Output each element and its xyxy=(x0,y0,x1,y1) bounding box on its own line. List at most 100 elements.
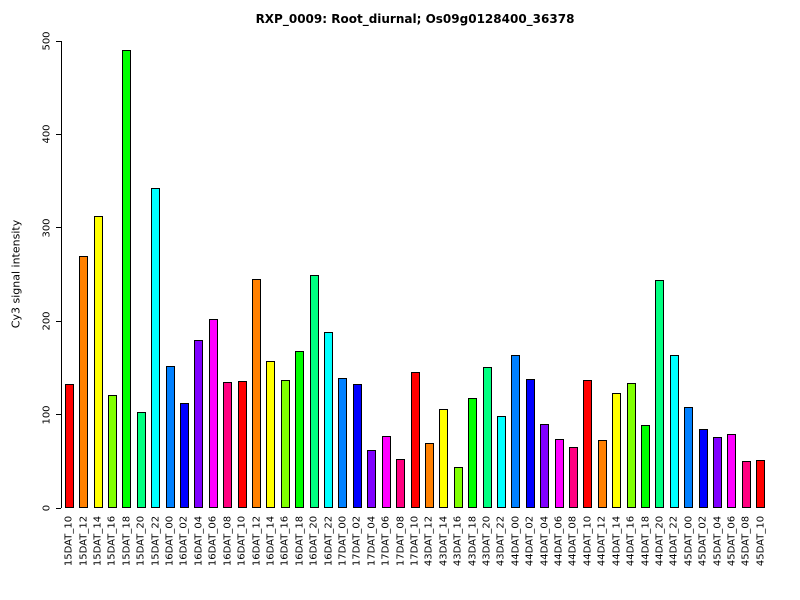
bar xyxy=(496,416,506,508)
x-tick-label: 44DAT_06 xyxy=(553,515,565,567)
bar xyxy=(641,425,651,508)
x-tick-label: 44DAT_14 xyxy=(611,515,623,567)
x-tick-label: 17DAT_08 xyxy=(395,515,407,567)
y-tick xyxy=(56,40,61,42)
x-tick-label: 43DAT_12 xyxy=(423,515,435,567)
bar xyxy=(583,380,593,508)
bar xyxy=(439,409,449,508)
x-tick-label: 44DAT_08 xyxy=(567,515,579,567)
bar xyxy=(511,355,521,508)
x-tick-label: 17DAT_04 xyxy=(366,515,378,567)
bar xyxy=(107,395,117,508)
x-tick-label: 45DAT_04 xyxy=(712,515,724,567)
x-tick-label: 16DAT_20 xyxy=(308,515,320,567)
x-tick-label: 16DAT_02 xyxy=(178,515,190,567)
x-tick-label: 15DAT_12 xyxy=(78,515,90,567)
x-tick-label: 43DAT_20 xyxy=(481,515,493,567)
bar xyxy=(741,461,751,508)
bar xyxy=(453,467,463,508)
x-tick-label: 16DAT_08 xyxy=(222,515,234,567)
x-tick-label: 16DAT_16 xyxy=(279,515,291,567)
bar xyxy=(151,188,161,508)
y-tick-label: 500 xyxy=(41,31,53,51)
bar xyxy=(194,340,204,508)
bar xyxy=(237,381,247,508)
x-tick-label: 15DAT_10 xyxy=(63,515,75,567)
bar xyxy=(208,319,218,508)
y-tick xyxy=(56,414,61,416)
x-tick-label: 16DAT_00 xyxy=(164,515,176,567)
bar xyxy=(280,380,290,508)
bar xyxy=(410,372,420,508)
bar xyxy=(252,279,261,508)
x-tick-label: 44DAT_00 xyxy=(510,515,522,567)
bar xyxy=(424,443,434,508)
bar xyxy=(122,50,132,508)
bar xyxy=(93,216,103,508)
bar xyxy=(482,367,492,508)
y-axis-label: Cy3 signal intensity xyxy=(9,219,23,329)
bar xyxy=(727,434,737,508)
y-axis xyxy=(61,41,62,508)
x-tick-label: 45DAT_10 xyxy=(755,515,767,567)
x-tick-label: 16DAT_22 xyxy=(323,515,335,567)
bar xyxy=(79,256,89,508)
bar xyxy=(165,366,175,508)
x-tick-label: 43DAT_16 xyxy=(452,515,464,567)
x-tick-label: 16DAT_06 xyxy=(207,515,219,567)
y-tick xyxy=(56,133,61,135)
bar xyxy=(179,403,189,508)
bar xyxy=(136,412,146,508)
bar xyxy=(64,384,74,508)
y-tick-label: 400 xyxy=(41,124,53,144)
x-tick-label: 45DAT_00 xyxy=(683,515,695,567)
x-tick-label: 17DAT_02 xyxy=(351,515,363,567)
y-tick-label: 0 xyxy=(41,504,53,512)
y-tick xyxy=(56,507,61,509)
x-tick-label: 45DAT_08 xyxy=(740,515,752,567)
x-tick-label: 15DAT_16 xyxy=(106,515,118,567)
x-tick-label: 43DAT_14 xyxy=(438,515,450,567)
y-tick xyxy=(56,320,61,322)
bar xyxy=(756,460,766,508)
x-tick-label: 16DAT_14 xyxy=(265,515,277,567)
bar xyxy=(698,429,708,508)
bar xyxy=(295,351,305,508)
x-tick-label: 15DAT_14 xyxy=(92,515,104,567)
y-tick xyxy=(56,227,61,229)
bar xyxy=(612,393,622,508)
bar xyxy=(597,440,607,508)
bar xyxy=(223,382,233,508)
x-tick-label: 44DAT_16 xyxy=(625,515,637,567)
x-tick-label: 16DAT_10 xyxy=(236,515,248,567)
x-tick-label: 15DAT_22 xyxy=(150,515,162,567)
x-tick-label: 44DAT_22 xyxy=(668,515,680,567)
x-tick-label: 16DAT_04 xyxy=(193,515,205,567)
x-tick-label: 43DAT_22 xyxy=(495,515,507,567)
x-tick-label: 17DAT_06 xyxy=(380,515,392,567)
bar xyxy=(396,459,406,508)
x-tick-label: 44DAT_20 xyxy=(654,515,666,567)
bar xyxy=(324,332,334,508)
bar xyxy=(309,275,319,508)
x-tick-label: 17DAT_10 xyxy=(409,515,421,567)
bar xyxy=(381,436,391,508)
x-tick-label: 43DAT_18 xyxy=(467,515,479,567)
y-tick-label: 300 xyxy=(41,218,53,238)
x-tick-label: 16DAT_18 xyxy=(294,515,306,567)
x-tick-label: 45DAT_06 xyxy=(726,515,738,567)
bar xyxy=(525,379,535,508)
x-tick-label: 44DAT_12 xyxy=(596,515,608,567)
bar xyxy=(367,450,377,508)
bar xyxy=(568,447,578,508)
bar xyxy=(684,407,694,508)
bar xyxy=(655,280,665,508)
bar xyxy=(540,424,550,508)
x-tick-label: 15DAT_20 xyxy=(135,515,147,567)
x-tick-label: 44DAT_18 xyxy=(640,515,652,567)
chart-title: RXP_0009: Root_diurnal; Os09g0128400_363… xyxy=(255,12,575,26)
bar xyxy=(554,439,564,508)
x-tick-label: 44DAT_02 xyxy=(524,515,536,567)
bar xyxy=(338,378,348,508)
